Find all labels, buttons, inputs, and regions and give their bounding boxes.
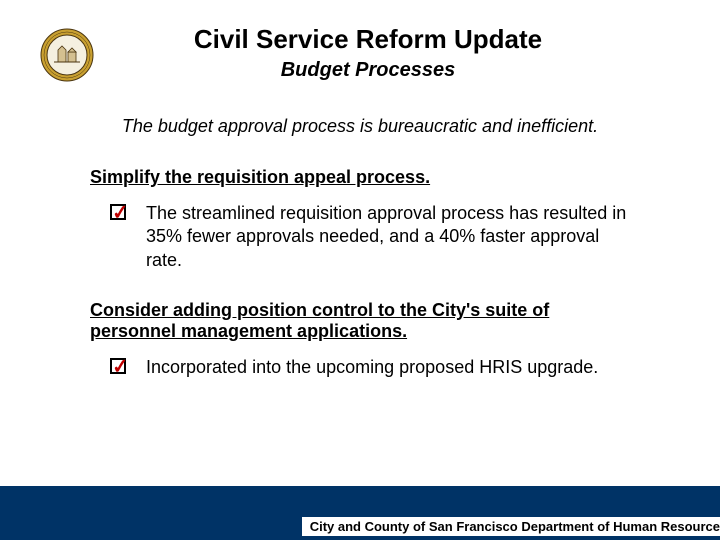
bullet-item: ✓ The streamlined requisition approval p… <box>90 202 630 272</box>
bullet-text: The streamlined requisition approval pro… <box>146 202 630 272</box>
intro-text: The budget approval process is bureaucra… <box>0 92 720 157</box>
checkmark-icon: ✓ <box>110 204 128 222</box>
footer-text: City and County of San Francisco Departm… <box>302 517 720 536</box>
bullet-text: Incorporated into the upcoming proposed … <box>146 356 598 379</box>
page-subtitle: Budget Processes <box>110 59 626 82</box>
checkmark-icon: ✓ <box>110 358 128 376</box>
section-heading: Consider adding position control to the … <box>90 300 630 342</box>
section-heading: Simplify the requisition appeal process. <box>90 167 630 188</box>
page-title: Civil Service Reform Update <box>110 24 626 55</box>
city-seal-icon <box>40 28 94 82</box>
bullet-item: ✓ Incorporated into the upcoming propose… <box>90 356 630 379</box>
